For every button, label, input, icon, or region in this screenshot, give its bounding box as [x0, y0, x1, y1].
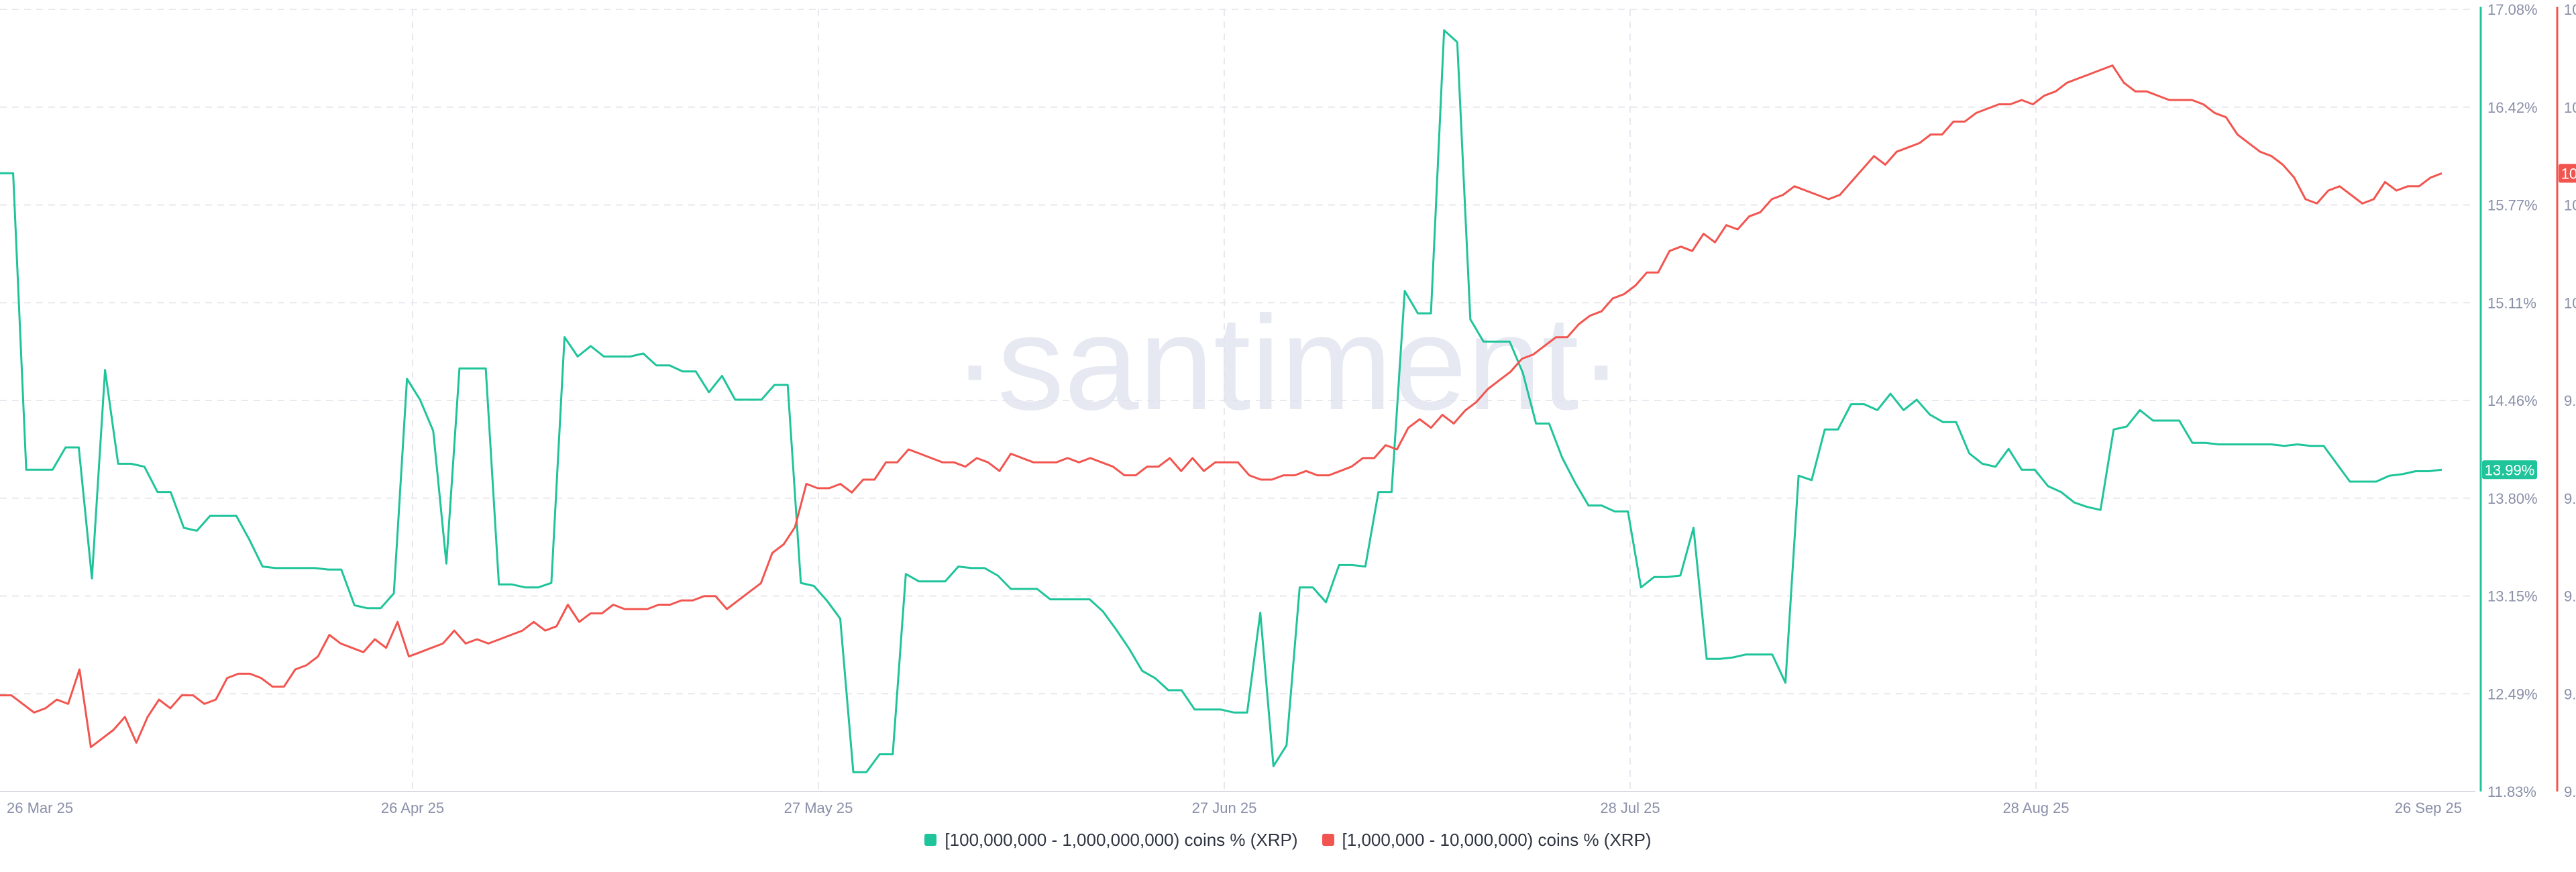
x-tick-label: 28 Jul 25: [1600, 800, 1660, 816]
y-tick-label-red: 9.727%: [2564, 490, 2576, 507]
y-tick-label-red: 10.41%: [2564, 197, 2576, 214]
legend: [100,000,000 - 1,000,000,000) coins % (X…: [0, 826, 2576, 853]
x-tick-label: 27 May 25: [784, 800, 853, 816]
y-tick-label-red: 9.5%: [2564, 588, 2576, 605]
y-tick-label-green: 16.42%: [2487, 99, 2538, 116]
series: [0, 29, 2443, 773]
legend-item-green[interactable]: [100,000,000 - 1,000,000,000) coins % (X…: [924, 829, 1298, 851]
y-tick-label-green: 12.49%: [2487, 686, 2538, 702]
last-value-label-red: 10.48%: [2561, 165, 2576, 182]
y-tick-label-green: 17.08%: [2487, 1, 2538, 18]
y-tick-label-red: 9.273%: [2564, 686, 2576, 702]
legend-swatch-green: [924, 834, 937, 846]
last-value-badge-green: [2482, 460, 2537, 480]
x-tick-label: 26 Sep 25: [2395, 800, 2462, 816]
y-tick-label-red: 10.18%: [2564, 294, 2576, 311]
axes: 26 Mar 25 26 Apr 25 27 May 25 27 Jun 25 28 J…: [0, 1, 2576, 816]
y-tick-label-red: 10.86%: [2564, 1, 2576, 18]
x-tick-label: 26 Mar 25: [7, 800, 73, 816]
y-tick-label-green: 11.83%: [2487, 783, 2536, 800]
y-tick-label-green: 14.46%: [2487, 392, 2538, 409]
y-tick-label-green: 13.80%: [2487, 490, 2538, 507]
y-tick-label-green: 15.11%: [2487, 294, 2536, 311]
y-tick-label-green: 15.77%: [2487, 197, 2538, 214]
y-tick-label-red: 10.63%: [2564, 99, 2576, 116]
legend-label-red: [1,000,000 - 10,000,000) coins % (XRP): [1342, 829, 1652, 850]
santiment-watermark: ·santiment·: [953, 288, 1623, 438]
series-line-green[interactable]: [0, 29, 2443, 773]
y-tick-label-red: 9.954%: [2564, 392, 2576, 409]
legend-label-green: [100,000,000 - 1,000,000,000) coins % (X…: [945, 829, 1298, 850]
x-tick-label: 28 Aug 25: [2002, 800, 2069, 816]
last-value-labels: 13.99% 10.48%: [2482, 164, 2576, 480]
last-value-badge-red: [2559, 164, 2576, 183]
y-tick-label-green: 13.15%: [2487, 588, 2538, 605]
x-tick-label: 26 Apr 25: [381, 800, 444, 816]
legend-item-red[interactable]: [1,000,000 - 10,000,000) coins % (XRP): [1322, 830, 1652, 851]
series-line-red[interactable]: [0, 64, 2443, 749]
x-tick-label: 27 Jun 25: [1192, 800, 1257, 816]
legend-swatch-red: [1322, 834, 1334, 846]
y-tick-label-red: 9.047%: [2564, 783, 2576, 800]
last-value-label-green: 13.99%: [2485, 461, 2535, 478]
